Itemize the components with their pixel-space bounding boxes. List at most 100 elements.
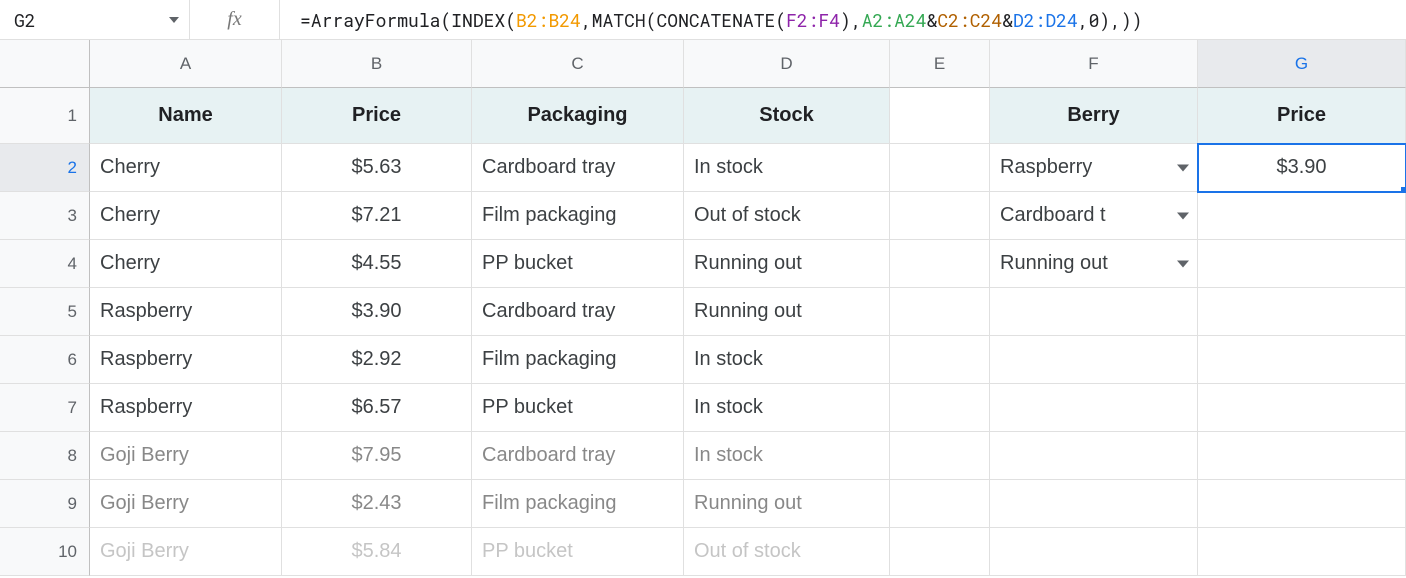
row-header-7[interactable]: 7 <box>0 384 90 432</box>
cell-G10[interactable] <box>1198 528 1406 576</box>
row-header-2[interactable]: 2 <box>0 144 90 192</box>
cell-G2[interactable]: $3.90 <box>1198 144 1406 192</box>
cell-A1[interactable]: Name <box>90 88 282 144</box>
cell-B5[interactable]: $3.90 <box>282 288 472 336</box>
formula-input[interactable]: =ArrayFormula(INDEX(B2:B24,MATCH(CONCATE… <box>280 0 1406 39</box>
cell-A10[interactable]: Goji Berry <box>90 528 282 576</box>
column-header-F[interactable]: F <box>990 40 1198 88</box>
cell-G4[interactable] <box>1198 240 1406 288</box>
column-header-A[interactable]: A <box>90 40 282 88</box>
cell-F3[interactable]: Cardboard t <box>990 192 1198 240</box>
cell-C9[interactable]: Film packaging <box>472 480 684 528</box>
cell-F2[interactable]: Raspberry <box>990 144 1198 192</box>
cell-D7[interactable]: In stock <box>684 384 890 432</box>
cell-A2[interactable]: Cherry <box>90 144 282 192</box>
cell-value: Raspberry <box>1000 156 1092 179</box>
cell-B10[interactable]: $5.84 <box>282 528 472 576</box>
column-header-D[interactable]: D <box>684 40 890 88</box>
cell-E10[interactable] <box>890 528 990 576</box>
cell-E9[interactable] <box>890 480 990 528</box>
cell-E3[interactable] <box>890 192 990 240</box>
cell-A5[interactable]: Raspberry <box>90 288 282 336</box>
column-header-B[interactable]: B <box>282 40 472 88</box>
cell-D6[interactable]: In stock <box>684 336 890 384</box>
column-header-C[interactable]: C <box>472 40 684 88</box>
cell-value: Cardboard t <box>1000 204 1106 227</box>
cell-E6[interactable] <box>890 336 990 384</box>
cell-C8[interactable]: Cardboard tray <box>472 432 684 480</box>
name-box[interactable]: G2 <box>0 0 190 39</box>
chevron-down-icon[interactable] <box>1177 260 1189 267</box>
cell-C3[interactable]: Film packaging <box>472 192 684 240</box>
cell-F8[interactable] <box>990 432 1198 480</box>
cell-E1[interactable] <box>890 88 990 144</box>
cell-G3[interactable] <box>1198 192 1406 240</box>
row-header-6[interactable]: 6 <box>0 336 90 384</box>
cell-F4[interactable]: Running out <box>990 240 1198 288</box>
cell-A9[interactable]: Goji Berry <box>90 480 282 528</box>
row-header-10[interactable]: 10 <box>0 528 90 576</box>
cell-D4[interactable]: Running out <box>684 240 890 288</box>
cell-F9[interactable] <box>990 480 1198 528</box>
cell-D2[interactable]: In stock <box>684 144 890 192</box>
cell-C4[interactable]: PP bucket <box>472 240 684 288</box>
cell-E8[interactable] <box>890 432 990 480</box>
cell-F10[interactable] <box>990 528 1198 576</box>
row-header-1[interactable]: 1 <box>0 88 90 144</box>
cell-B6[interactable]: $2.92 <box>282 336 472 384</box>
cell-B7[interactable]: $6.57 <box>282 384 472 432</box>
cell-E5[interactable] <box>890 288 990 336</box>
column-header-E[interactable]: E <box>890 40 990 88</box>
cell-G1[interactable]: Price <box>1198 88 1406 144</box>
cell-A8[interactable]: Goji Berry <box>90 432 282 480</box>
cell-A3[interactable]: Cherry <box>90 192 282 240</box>
formula-token: & <box>1002 8 1013 32</box>
cell-C7[interactable]: PP bucket <box>472 384 684 432</box>
cell-B1[interactable]: Price <box>282 88 472 144</box>
cell-B2[interactable]: $5.63 <box>282 144 472 192</box>
cell-F6[interactable] <box>990 336 1198 384</box>
row-header-8[interactable]: 8 <box>0 432 90 480</box>
row-header-9[interactable]: 9 <box>0 480 90 528</box>
cell-G6[interactable] <box>1198 336 1406 384</box>
cell-C10[interactable]: PP bucket <box>472 528 684 576</box>
cell-F7[interactable] <box>990 384 1198 432</box>
cell-G9[interactable] <box>1198 480 1406 528</box>
cell-A7[interactable]: Raspberry <box>90 384 282 432</box>
cell-D5[interactable]: Running out <box>684 288 890 336</box>
cell-C5[interactable]: Cardboard tray <box>472 288 684 336</box>
cell-D3[interactable]: Out of stock <box>684 192 890 240</box>
cell-C2[interactable]: Cardboard tray <box>472 144 684 192</box>
chevron-down-icon[interactable] <box>1177 212 1189 219</box>
cell-A6[interactable]: Raspberry <box>90 336 282 384</box>
cell-F5[interactable] <box>990 288 1198 336</box>
formula-token: =ArrayFormula(INDEX( <box>300 8 516 32</box>
cell-G5[interactable] <box>1198 288 1406 336</box>
cell-D1[interactable]: Stock <box>684 88 890 144</box>
cell-B8[interactable]: $7.95 <box>282 432 472 480</box>
name-box-value: G2 <box>14 8 36 32</box>
cell-C1[interactable]: Packaging <box>472 88 684 144</box>
cell-D10[interactable]: Out of stock <box>684 528 890 576</box>
chevron-down-icon[interactable] <box>1177 164 1189 171</box>
cell-D8[interactable]: In stock <box>684 432 890 480</box>
select-all-corner[interactable] <box>0 40 90 88</box>
column-header-G[interactable]: G <box>1198 40 1406 88</box>
cell-A4[interactable]: Cherry <box>90 240 282 288</box>
cell-E7[interactable] <box>890 384 990 432</box>
cell-D9[interactable]: Running out <box>684 480 890 528</box>
cell-C6[interactable]: Film packaging <box>472 336 684 384</box>
cell-B3[interactable]: $7.21 <box>282 192 472 240</box>
cell-F1[interactable]: Berry <box>990 88 1198 144</box>
formula-token: & <box>927 8 938 32</box>
cell-E2[interactable] <box>890 144 990 192</box>
row-header-4[interactable]: 4 <box>0 240 90 288</box>
row-header-3[interactable]: 3 <box>0 192 90 240</box>
cell-B9[interactable]: $2.43 <box>282 480 472 528</box>
cell-B4[interactable]: $4.55 <box>282 240 472 288</box>
fill-handle[interactable] <box>1401 187 1406 192</box>
row-header-5[interactable]: 5 <box>0 288 90 336</box>
cell-E4[interactable] <box>890 240 990 288</box>
cell-G8[interactable] <box>1198 432 1406 480</box>
cell-G7[interactable] <box>1198 384 1406 432</box>
